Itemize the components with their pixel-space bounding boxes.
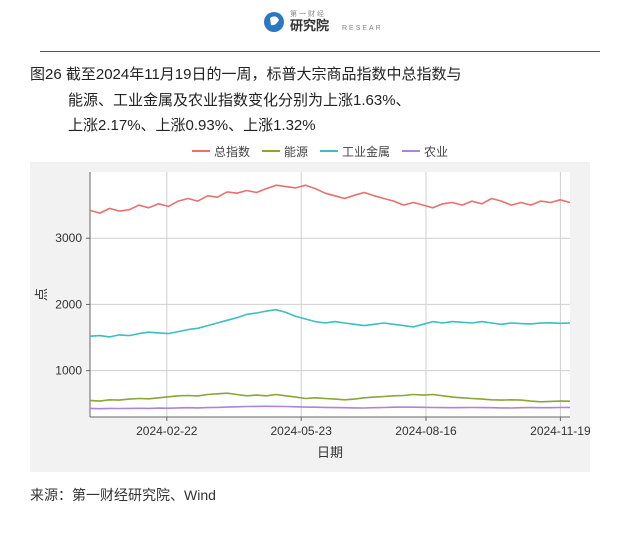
chart-container: 总指数 能源 工业金属 农业 1000 2000 3000 2024-02-22 2024-0…: [30, 143, 610, 477]
logo-main-text: 研究院: [290, 18, 329, 33]
title-line1: 图26 截至2024年11月19日的一周，标普大宗商品指数中总指数与: [30, 62, 610, 88]
logo-en-text: RESEARCH: [342, 25, 380, 32]
legend-item: 能源: [262, 143, 308, 160]
y-tick-label: 2000: [55, 297, 82, 311]
title-line3: 上涨2.17%、上涨0.93%、上涨1.32%: [30, 113, 610, 139]
x-tick-label: 2024-02-22: [136, 424, 198, 438]
title-line2: 能源、工业金属及农业指数变化分别为上涨1.63%、: [30, 88, 610, 114]
legend-label: 农业: [424, 145, 448, 159]
legend-label: 能源: [284, 145, 308, 159]
plot-panel: [90, 172, 570, 417]
legend-label: 工业金属: [342, 145, 390, 159]
legend-color-dash: [192, 150, 210, 152]
legend-item: 农业: [402, 143, 448, 160]
legend-color-dash: [320, 150, 338, 152]
x-axis-label: 日期: [317, 445, 343, 460]
x-tick-label: 2024-05-23: [271, 424, 333, 438]
source-line: 来源：第一财经研究院、Wind: [0, 477, 640, 505]
chart-legend: 总指数 能源 工业金属 农业: [30, 143, 610, 160]
header-logo: 第一财经 研究院 RESEARCH: [0, 0, 640, 45]
logo-small-text: 第一财经: [290, 9, 326, 18]
legend-color-dash: [262, 150, 280, 152]
header-divider: [40, 51, 600, 52]
legend-label: 总指数: [214, 145, 250, 159]
y-axis-label: 点: [34, 287, 49, 300]
figure-title: 图26 截至2024年11月19日的一周，标普大宗商品指数中总指数与 能源、工业…: [0, 62, 640, 139]
x-tick-label: 2024-11-19: [530, 424, 590, 438]
line-chart: 1000 2000 3000 2024-02-22 2024-05-23 2024-08-…: [30, 162, 590, 472]
legend-color-dash: [402, 150, 420, 152]
x-tick-label: 2024-08-16: [395, 424, 457, 438]
y-tick-label: 1000: [55, 363, 82, 377]
y-tick-label: 3000: [55, 231, 82, 245]
legend-item: 总指数: [192, 143, 250, 160]
legend-item: 工业金属: [320, 143, 390, 160]
